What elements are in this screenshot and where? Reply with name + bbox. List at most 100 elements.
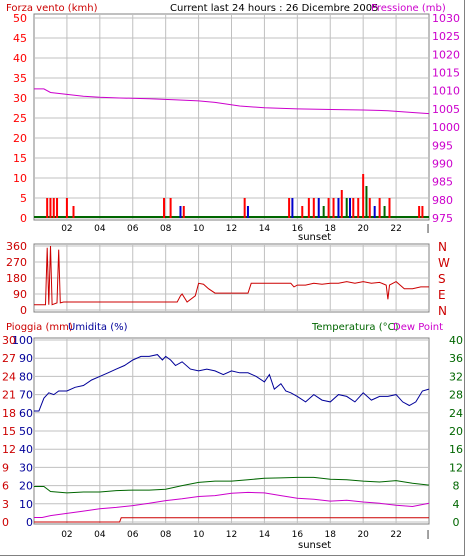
wind-bar: [332, 198, 335, 218]
pressure-line: [34, 88, 430, 115]
direction-axis-tick: 90: [13, 288, 27, 301]
time-tick-label: 14: [259, 530, 271, 540]
wind-axis-tick: 5: [20, 192, 27, 205]
time-tick-label: 08: [160, 530, 172, 540]
wind-speed-title: Forza vento (kmh): [6, 3, 98, 14]
compass-label: S: [438, 272, 446, 286]
wind-bar: [357, 198, 360, 218]
pressure-axis-tick: 1015: [432, 67, 460, 80]
time-tick-label: 02: [61, 224, 72, 234]
rain-axis-tick: 21: [2, 389, 16, 402]
humidity-line: [34, 354, 430, 412]
time-tick-label: |: [426, 224, 429, 234]
wind-axis-tick: 45: [13, 32, 27, 45]
humidity-axis-tick: 70: [19, 389, 33, 402]
wind-bar: [312, 198, 315, 218]
temperature-axis-labels: 0 4 8 12 16 20 24 28 32 36 40: [449, 334, 463, 529]
time-tick-label: |: [426, 530, 429, 540]
humidity-axis-tick: 100: [12, 334, 33, 347]
time-tick-label: 12: [226, 530, 237, 540]
rain-axis-tick: 15: [2, 425, 16, 438]
wind-axis-tick: 40: [13, 52, 27, 65]
pressure-axis-tick: 1025: [432, 30, 460, 43]
wind-bar: [421, 206, 424, 218]
wind-bar: [246, 206, 249, 218]
pressure-axis-tick: 975: [432, 212, 453, 225]
wind-bar: [378, 198, 381, 218]
wind-bar: [243, 198, 246, 218]
wind-bar: [340, 190, 343, 218]
wind-bar: [368, 198, 371, 218]
wind-bar: [288, 198, 291, 218]
wind-direction-line: [34, 245, 429, 306]
temperature-axis-tick: 0: [453, 516, 460, 529]
wind-bar: [169, 198, 172, 218]
wind-bar: [163, 198, 166, 218]
rain-line: [34, 517, 429, 523]
wind-bar: [365, 186, 368, 218]
wind-axis-tick: 0: [20, 212, 27, 225]
wind-direction-grid: [34, 244, 429, 312]
humidity-axis-tick: 20: [19, 480, 33, 493]
wind-speed-axis-labels: 0 5 10 15 20 25 30 35 40 45 50: [13, 12, 27, 225]
direction-axis-tick: 180: [6, 272, 27, 285]
time-tick-label: 04: [94, 530, 106, 540]
wind-bar: [388, 198, 391, 218]
rain-axis-tick: 18: [2, 407, 16, 420]
time-tick-label: 10: [193, 530, 205, 540]
time-tick-label: 08: [160, 224, 172, 234]
wind-axis-tick: 25: [13, 112, 27, 125]
direction-axis-tick: 360: [6, 240, 27, 253]
time-tick-label: 10: [193, 224, 205, 234]
compass-label: N: [438, 304, 447, 318]
wind-bar: [301, 206, 304, 218]
temperature-title: Temperatura (°C): [311, 322, 399, 333]
humidity-axis-tick: 40: [19, 443, 33, 456]
rain-axis-labels: 0 3 6 9 12 15 18 21 24 27 30: [2, 334, 16, 529]
time-tick-label: 16: [292, 224, 304, 234]
rain-axis-tick: 3: [2, 498, 9, 511]
humidity-axis-tick: 90: [19, 352, 33, 365]
pressure-axis-labels: 975 980 985 990 995 1000 1005 1010 1015 1020 1025 1…: [432, 12, 460, 225]
temperature-axis-tick: 8: [453, 480, 460, 493]
wind-bar: [46, 198, 49, 218]
temperature-axis-tick: 40: [449, 334, 463, 347]
time-tick-label: 12: [226, 224, 237, 234]
wind-bar: [307, 198, 310, 218]
time-tick-label: 06: [127, 530, 139, 540]
time-tick-label: 18: [325, 530, 337, 540]
wind-bars: [34, 174, 429, 218]
time-tick-label: 16: [292, 530, 304, 540]
sunset-label-bottom: sunset: [298, 540, 331, 551]
temperature-axis-tick: 16: [449, 443, 463, 456]
wind-bar: [49, 198, 52, 218]
pressure-axis-tick: 1010: [432, 85, 460, 98]
humidity-axis-tick: 80: [19, 370, 33, 383]
time-tick-label: 06: [127, 224, 139, 234]
wind-bar: [373, 206, 376, 218]
time-tick-label: 04: [94, 224, 106, 234]
wind-bar: [56, 198, 59, 218]
dewpoint-title: Dew Point: [393, 322, 443, 333]
humidity-axis-tick: 30: [19, 461, 33, 474]
pressure-axis-tick: 1005: [432, 103, 460, 116]
rain-axis-tick: 30: [2, 334, 16, 347]
wind-axis-tick: 35: [13, 72, 27, 85]
wind-bar: [327, 198, 330, 218]
temperature-axis-tick: 20: [449, 425, 463, 438]
humidity-axis-tick: 0: [26, 516, 33, 529]
pressure-title: Pressione (mb): [371, 3, 446, 14]
wind-axis-tick: 30: [13, 92, 27, 105]
pressure-axis-tick: 1020: [432, 48, 460, 61]
wind-bar: [352, 198, 355, 218]
wind-bar: [383, 206, 386, 218]
pressure-axis-tick: 985: [432, 176, 453, 189]
pressure-axis-tick: 1000: [432, 121, 460, 134]
humidity-axis-tick: 50: [19, 425, 33, 438]
wind-bar: [322, 206, 325, 218]
wind-bar: [291, 198, 294, 218]
wind-bar: [52, 198, 55, 218]
pressure-axis-tick: 980: [432, 194, 453, 207]
